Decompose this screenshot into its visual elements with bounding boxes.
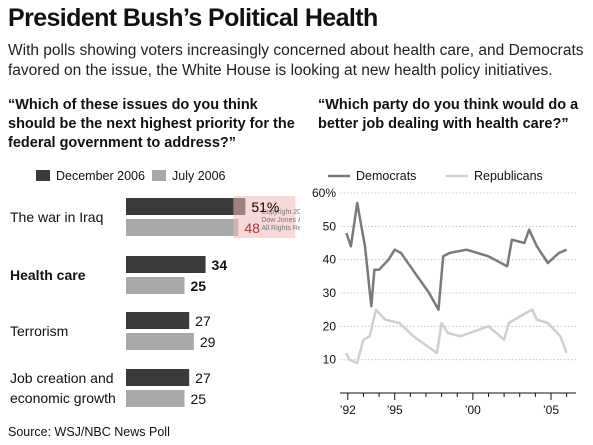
y-tick-label: 50 bbox=[323, 219, 337, 233]
y-tick-label: 60% bbox=[312, 186, 336, 200]
bar-value-label: 25 bbox=[191, 278, 207, 294]
bar bbox=[126, 256, 206, 273]
highlight-box bbox=[233, 196, 296, 238]
bar bbox=[126, 198, 246, 215]
series-line-republicans bbox=[345, 308, 568, 365]
x-tick-label: ’00 bbox=[465, 403, 481, 417]
bar bbox=[126, 312, 190, 329]
x-tick-label: ’95 bbox=[387, 403, 403, 417]
bar bbox=[126, 219, 239, 236]
category-label: economic growth bbox=[10, 390, 116, 406]
bar bbox=[126, 277, 185, 294]
y-tick-label: 10 bbox=[323, 353, 337, 367]
category-label: The war in Iraq bbox=[10, 209, 103, 225]
bar bbox=[126, 333, 194, 350]
bar-value-label: 25 bbox=[191, 391, 207, 407]
bar-value-label: 51% bbox=[251, 199, 279, 215]
watermark-text: All Rights Reserved bbox=[261, 225, 300, 232]
priority-bar-chart: December 2006 July 2006 The war in Iraq 51%… bbox=[10, 169, 300, 407]
legend-swatch bbox=[152, 170, 166, 181]
bar-value-label: 27 bbox=[195, 370, 211, 386]
series-line-democrats bbox=[345, 201, 568, 311]
bar bbox=[126, 369, 190, 386]
bar-value-label: 29 bbox=[200, 334, 216, 350]
bar-value-label: 34 bbox=[212, 257, 228, 273]
category-label: Health care bbox=[10, 267, 86, 283]
y-tick-label: 30 bbox=[323, 286, 337, 300]
right-chart-question: “Which party do you think would do a bet… bbox=[318, 97, 579, 132]
legend-label: Democrats bbox=[356, 169, 416, 183]
bar-value-label: 27 bbox=[195, 313, 211, 329]
x-tick-label: ’92 bbox=[340, 403, 356, 417]
bar bbox=[126, 390, 185, 407]
legend-label: July 2006 bbox=[172, 169, 226, 183]
source-note: Source: WSJ/NBC News Poll bbox=[8, 425, 170, 439]
legend-swatch bbox=[36, 170, 50, 181]
left-chart-question: “Which of these issues do you think shou… bbox=[8, 97, 295, 151]
page-title: President Bush’s Political Health bbox=[8, 4, 378, 32]
subtitle: With polls showing voters increasingly c… bbox=[8, 42, 584, 79]
category-label: Job creation and bbox=[10, 370, 114, 386]
party-line-chart: Democrats Republicans 10 20 30 40 50 60% ’92 ’95 ’… bbox=[312, 169, 576, 417]
y-tick-label: 20 bbox=[323, 319, 337, 333]
watermark-text: Dow Jones & Company bbox=[261, 217, 300, 224]
legend-label: December 2006 bbox=[56, 169, 145, 183]
category-label: Terrorism bbox=[10, 323, 68, 339]
y-tick-label: 40 bbox=[323, 253, 337, 267]
x-tick-label: ’05 bbox=[543, 403, 559, 417]
watermark-text: Copyright 2006 bbox=[261, 209, 300, 216]
bar-value-label: 48 bbox=[244, 220, 260, 236]
legend-label: Republicans bbox=[474, 169, 543, 183]
